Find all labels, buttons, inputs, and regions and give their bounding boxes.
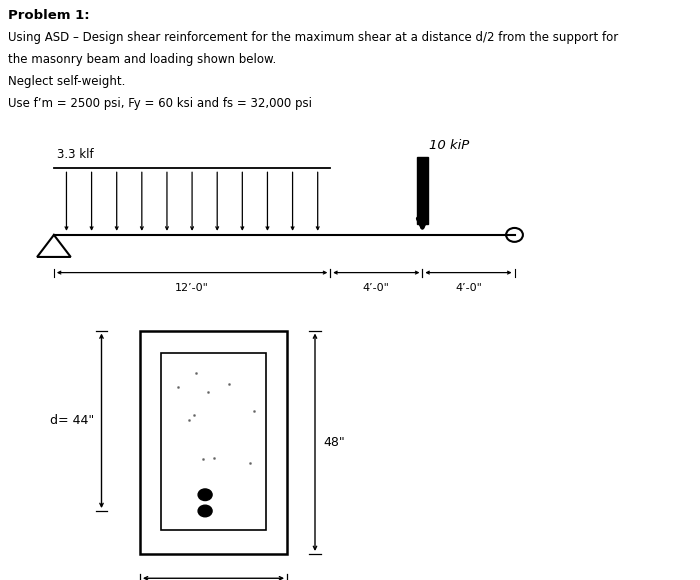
Text: 3.3 klf: 3.3 klf (57, 148, 94, 161)
Text: 4’-0": 4’-0" (455, 283, 482, 293)
Bar (161, 353, 266, 530)
Text: d= 44": d= 44" (50, 414, 94, 427)
Bar (416, 157, 428, 224)
Text: Use f’m = 2500 psi, Fy = 60 ksi and fs = 32,000 psi: Use f’m = 2500 psi, Fy = 60 ksi and fs =… (8, 97, 312, 110)
Text: Neglect self-weight.: Neglect self-weight. (8, 75, 126, 88)
Text: the masonry beam and loading shown below.: the masonry beam and loading shown below… (8, 53, 276, 66)
Text: Problem 1:: Problem 1: (8, 9, 90, 21)
Text: 4’-0": 4’-0" (363, 283, 390, 293)
Circle shape (198, 505, 212, 517)
Bar (140, 331, 287, 554)
Text: 10 kiP: 10 kiP (429, 139, 470, 152)
Text: 48": 48" (323, 436, 345, 449)
Text: Using ASD – Design shear reinforcement for the maximum shear at a distance d/2 f: Using ASD – Design shear reinforcement f… (8, 31, 619, 44)
Text: 12’-0": 12’-0" (175, 283, 209, 293)
Circle shape (198, 489, 212, 501)
